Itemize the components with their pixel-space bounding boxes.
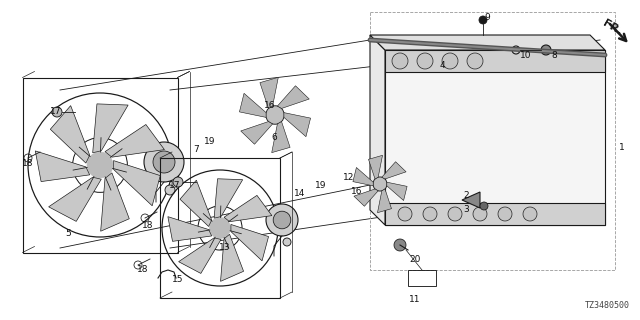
Text: 3: 3 bbox=[463, 204, 469, 213]
Circle shape bbox=[448, 207, 462, 221]
Polygon shape bbox=[100, 173, 129, 231]
Bar bbox=[385, 203, 605, 225]
Text: 9: 9 bbox=[484, 12, 490, 21]
Polygon shape bbox=[180, 180, 212, 227]
Circle shape bbox=[266, 106, 284, 124]
Circle shape bbox=[273, 211, 291, 229]
Circle shape bbox=[373, 177, 387, 191]
Polygon shape bbox=[272, 122, 290, 153]
Circle shape bbox=[473, 207, 487, 221]
Circle shape bbox=[283, 238, 291, 246]
Polygon shape bbox=[51, 106, 90, 163]
Text: 20: 20 bbox=[410, 255, 420, 265]
Text: 15: 15 bbox=[172, 276, 184, 284]
Text: 18: 18 bbox=[142, 221, 154, 230]
Polygon shape bbox=[221, 234, 244, 281]
Circle shape bbox=[266, 204, 298, 236]
Bar bbox=[160, 158, 280, 298]
Circle shape bbox=[392, 53, 408, 69]
Text: FR.: FR. bbox=[601, 19, 624, 37]
Text: 12: 12 bbox=[343, 173, 355, 182]
Polygon shape bbox=[284, 113, 310, 137]
Bar bbox=[22, 77, 177, 252]
Polygon shape bbox=[378, 189, 392, 213]
Polygon shape bbox=[382, 162, 406, 179]
Polygon shape bbox=[370, 35, 605, 50]
Polygon shape bbox=[224, 196, 272, 222]
Polygon shape bbox=[370, 35, 385, 225]
Polygon shape bbox=[239, 93, 266, 117]
Text: 18: 18 bbox=[22, 158, 34, 167]
Text: 16: 16 bbox=[264, 100, 276, 109]
Text: 18: 18 bbox=[137, 266, 148, 275]
Text: 13: 13 bbox=[220, 243, 231, 252]
Polygon shape bbox=[105, 124, 164, 157]
Polygon shape bbox=[93, 104, 128, 153]
Polygon shape bbox=[113, 161, 160, 206]
Text: 17: 17 bbox=[169, 180, 180, 189]
Bar bbox=[370, 12, 615, 270]
Text: 19: 19 bbox=[316, 180, 327, 189]
Circle shape bbox=[523, 207, 537, 221]
Text: 11: 11 bbox=[409, 295, 420, 305]
Polygon shape bbox=[168, 217, 212, 241]
Bar bbox=[385, 50, 605, 225]
Circle shape bbox=[165, 185, 175, 195]
Polygon shape bbox=[214, 179, 243, 218]
Circle shape bbox=[398, 207, 412, 221]
Text: 16: 16 bbox=[351, 188, 363, 196]
Circle shape bbox=[541, 45, 551, 55]
Polygon shape bbox=[231, 224, 269, 261]
Polygon shape bbox=[241, 122, 273, 144]
Circle shape bbox=[144, 142, 184, 182]
Polygon shape bbox=[260, 77, 278, 108]
Text: 5: 5 bbox=[65, 228, 71, 237]
Circle shape bbox=[52, 107, 62, 117]
Circle shape bbox=[394, 239, 406, 251]
Text: TZ3480500: TZ3480500 bbox=[585, 301, 630, 310]
Text: 6: 6 bbox=[271, 133, 277, 142]
Polygon shape bbox=[353, 167, 373, 186]
Circle shape bbox=[480, 202, 488, 210]
Polygon shape bbox=[277, 86, 309, 108]
Circle shape bbox=[153, 151, 175, 173]
Circle shape bbox=[498, 207, 512, 221]
Polygon shape bbox=[179, 238, 221, 273]
Text: 1: 1 bbox=[619, 143, 625, 153]
Text: 19: 19 bbox=[204, 138, 216, 147]
Polygon shape bbox=[462, 192, 480, 208]
Text: 2: 2 bbox=[463, 191, 469, 201]
Bar bbox=[408, 270, 436, 286]
Polygon shape bbox=[387, 182, 407, 201]
Circle shape bbox=[467, 53, 483, 69]
Text: 17: 17 bbox=[51, 108, 61, 116]
Circle shape bbox=[479, 16, 487, 24]
Text: 7: 7 bbox=[193, 146, 199, 155]
Polygon shape bbox=[354, 189, 378, 206]
Circle shape bbox=[417, 53, 433, 69]
Circle shape bbox=[173, 177, 183, 187]
Text: 8: 8 bbox=[551, 51, 557, 60]
Circle shape bbox=[423, 207, 437, 221]
Polygon shape bbox=[35, 151, 90, 181]
Bar bbox=[385, 50, 605, 72]
Text: 10: 10 bbox=[520, 51, 532, 60]
Text: 4: 4 bbox=[439, 60, 445, 69]
Circle shape bbox=[87, 152, 113, 178]
Text: 14: 14 bbox=[294, 188, 306, 197]
Polygon shape bbox=[49, 177, 101, 221]
Circle shape bbox=[442, 53, 458, 69]
Polygon shape bbox=[369, 155, 383, 179]
Circle shape bbox=[209, 218, 230, 238]
